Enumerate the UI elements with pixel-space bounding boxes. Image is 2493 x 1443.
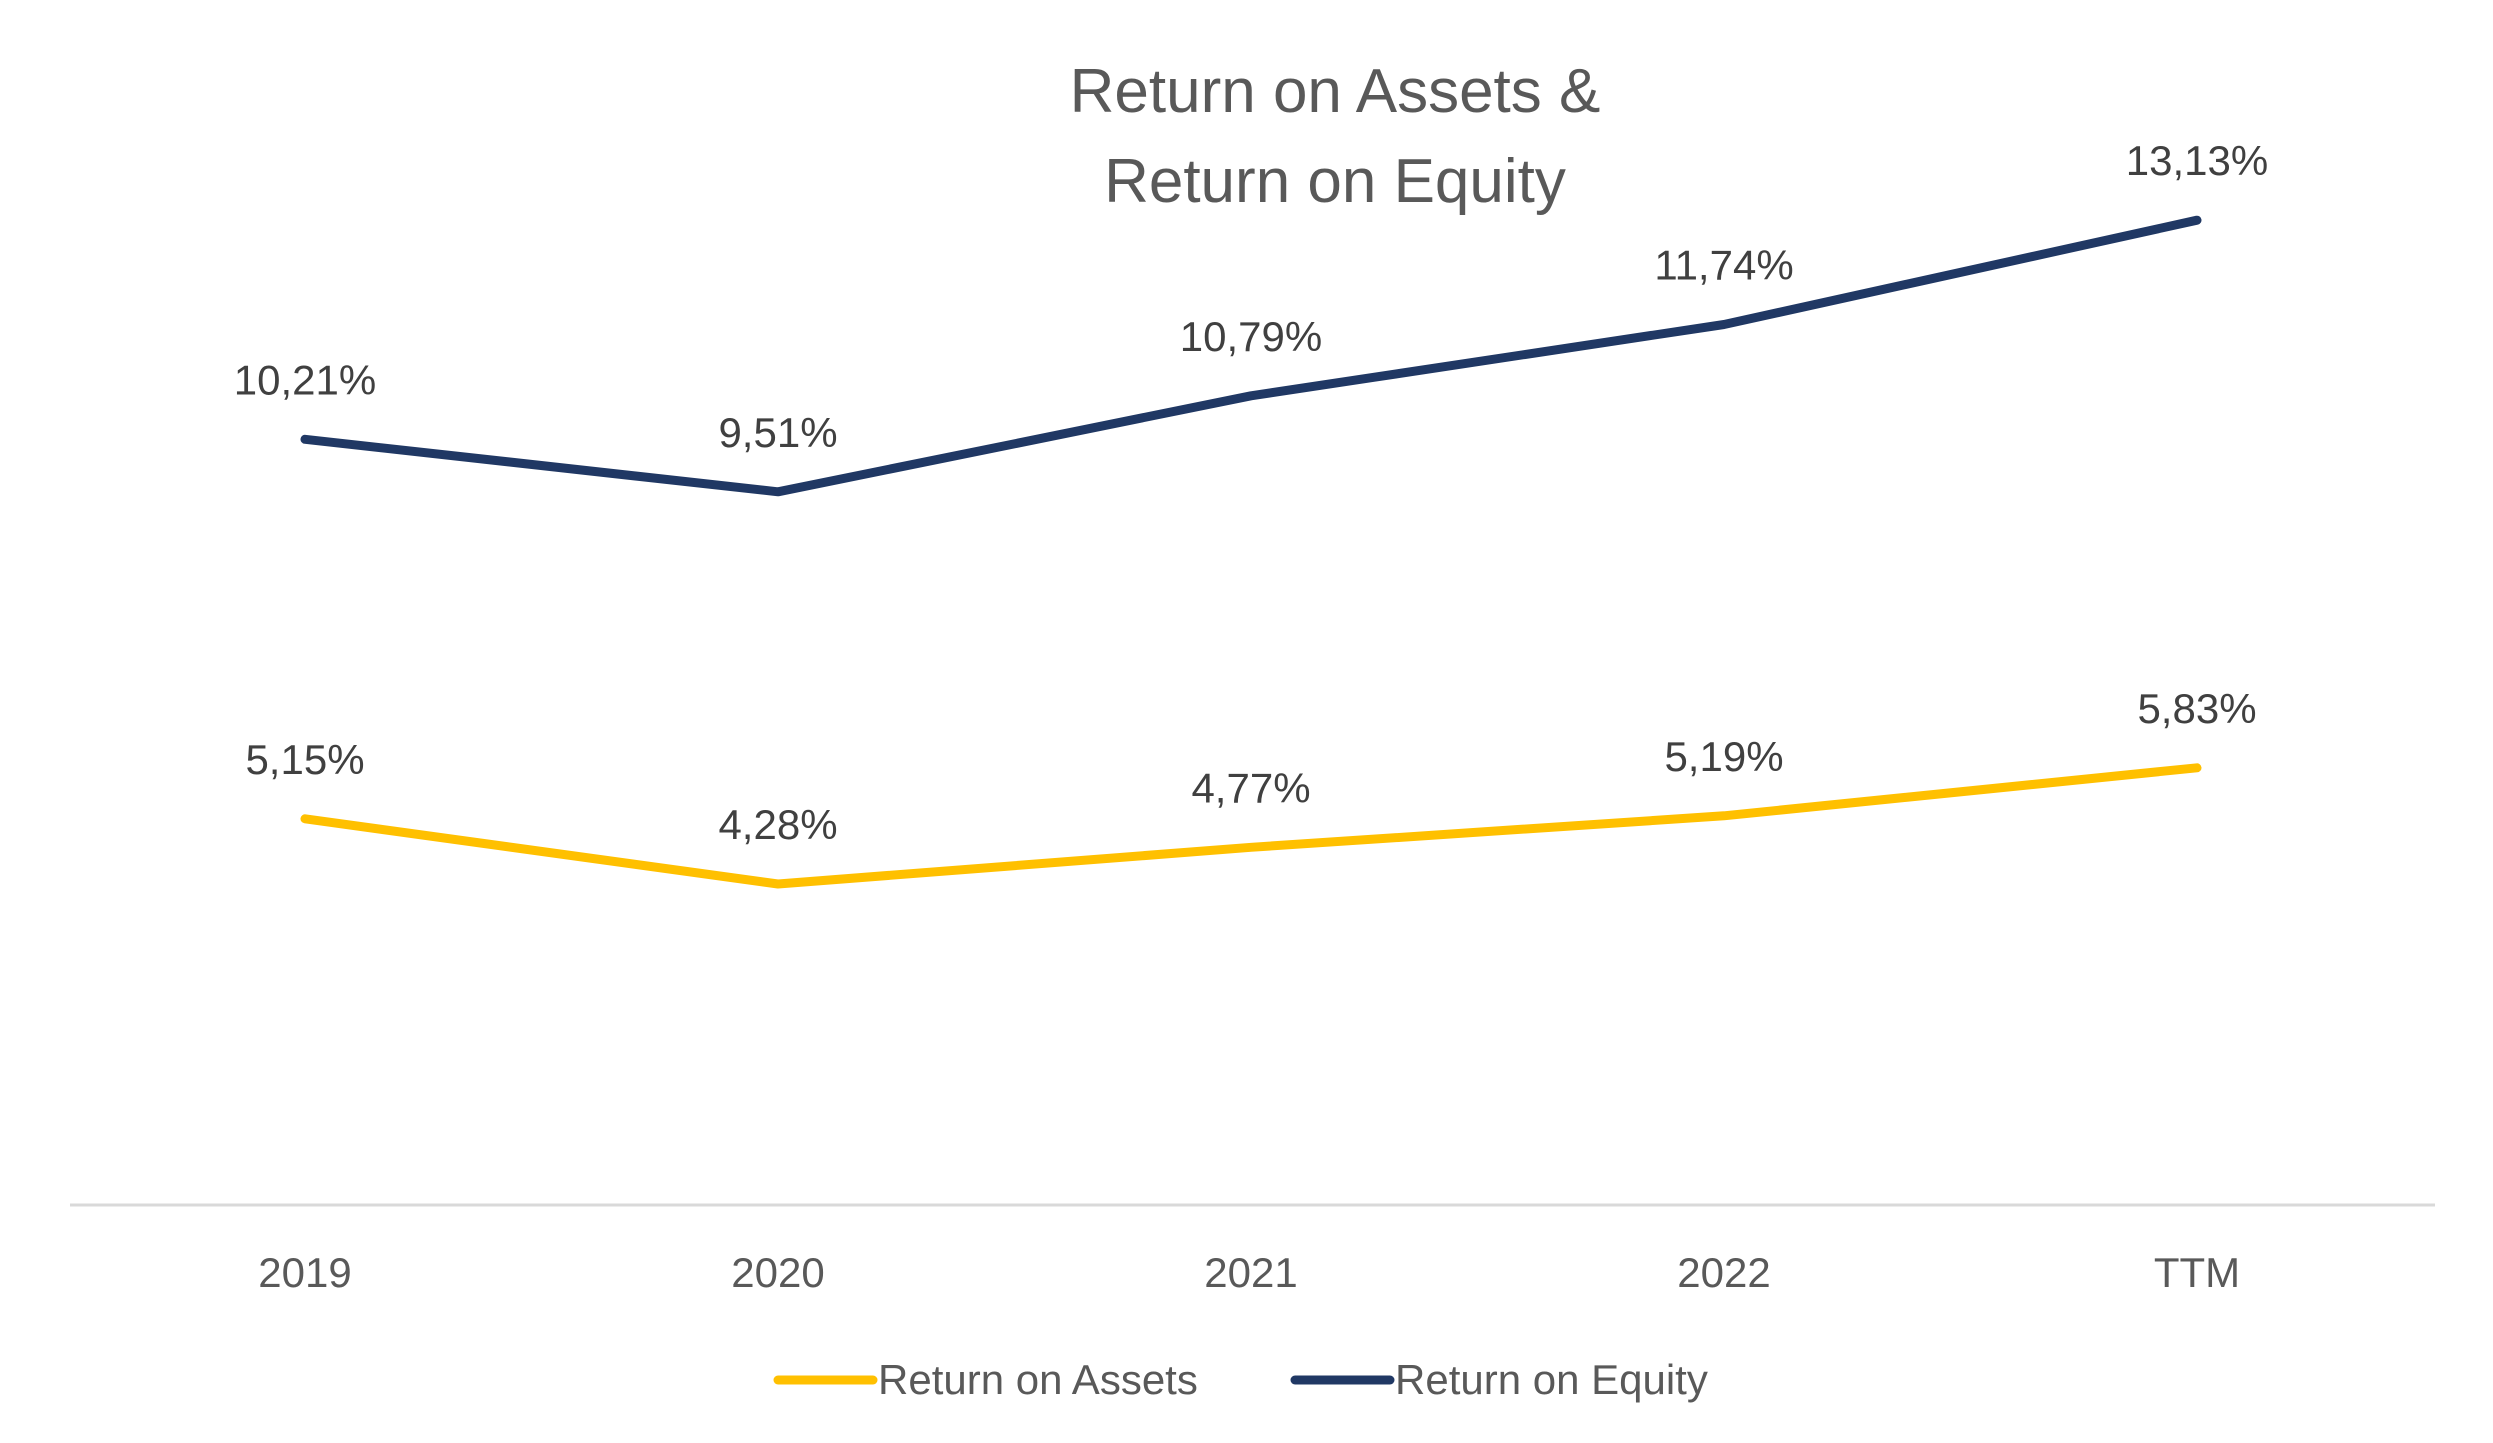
data-label: 5,15% <box>245 736 364 783</box>
data-label: 13,13% <box>2126 137 2268 184</box>
chart-title-line-1: Return on Assets & <box>1070 57 1601 126</box>
data-label: 11,74% <box>1654 242 1793 289</box>
chart-title: Return on Assets & Return on Equity <box>1070 57 1601 216</box>
data-label: 10,21% <box>234 356 376 403</box>
data-label: 4,77% <box>1191 764 1310 811</box>
data-label: 10,79% <box>1180 313 1322 360</box>
legend-label: Return on Equity <box>1395 1356 1708 1403</box>
x-tick-label: 2021 <box>1204 1249 1297 1296</box>
x-tick-label: 2020 <box>731 1249 824 1296</box>
data-label: 9,51% <box>718 409 837 456</box>
data-label: 5,19% <box>1664 733 1783 780</box>
x-tick-label: 2019 <box>258 1249 351 1296</box>
series-line-return-on-equity <box>300 215 2202 497</box>
data-label: 5,83% <box>2137 685 2256 732</box>
x-tick-label: TTM <box>2154 1249 2240 1296</box>
series-line-return-on-assets <box>300 763 2202 889</box>
legend: Return on Assets Return on Equity <box>773 1356 1708 1403</box>
plot-area: 2019 2020 2021 2022 TTM 5,15% 4,28% 4,77% 5,19% 5… <box>70 137 2435 1296</box>
legend-label: Return on Assets <box>878 1356 1198 1403</box>
x-tick-label: 2022 <box>1677 1249 1770 1296</box>
data-label: 4,28% <box>718 801 837 848</box>
chart-title-line-2: Return on Equity <box>1104 147 1566 216</box>
